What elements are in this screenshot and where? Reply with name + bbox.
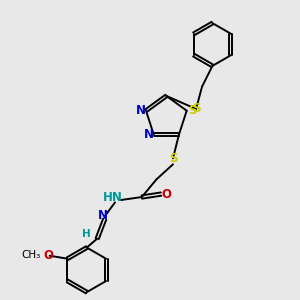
Text: O: O — [43, 249, 53, 262]
Text: S: S — [192, 103, 200, 116]
Text: H: H — [82, 229, 91, 239]
Text: CH₃: CH₃ — [22, 250, 41, 260]
Text: S: S — [188, 104, 196, 117]
Text: N: N — [98, 209, 108, 222]
Text: N: N — [143, 128, 153, 141]
Text: N: N — [136, 104, 146, 117]
Text: HN: HN — [103, 191, 123, 204]
Text: S: S — [169, 152, 177, 165]
Text: O: O — [161, 188, 171, 201]
